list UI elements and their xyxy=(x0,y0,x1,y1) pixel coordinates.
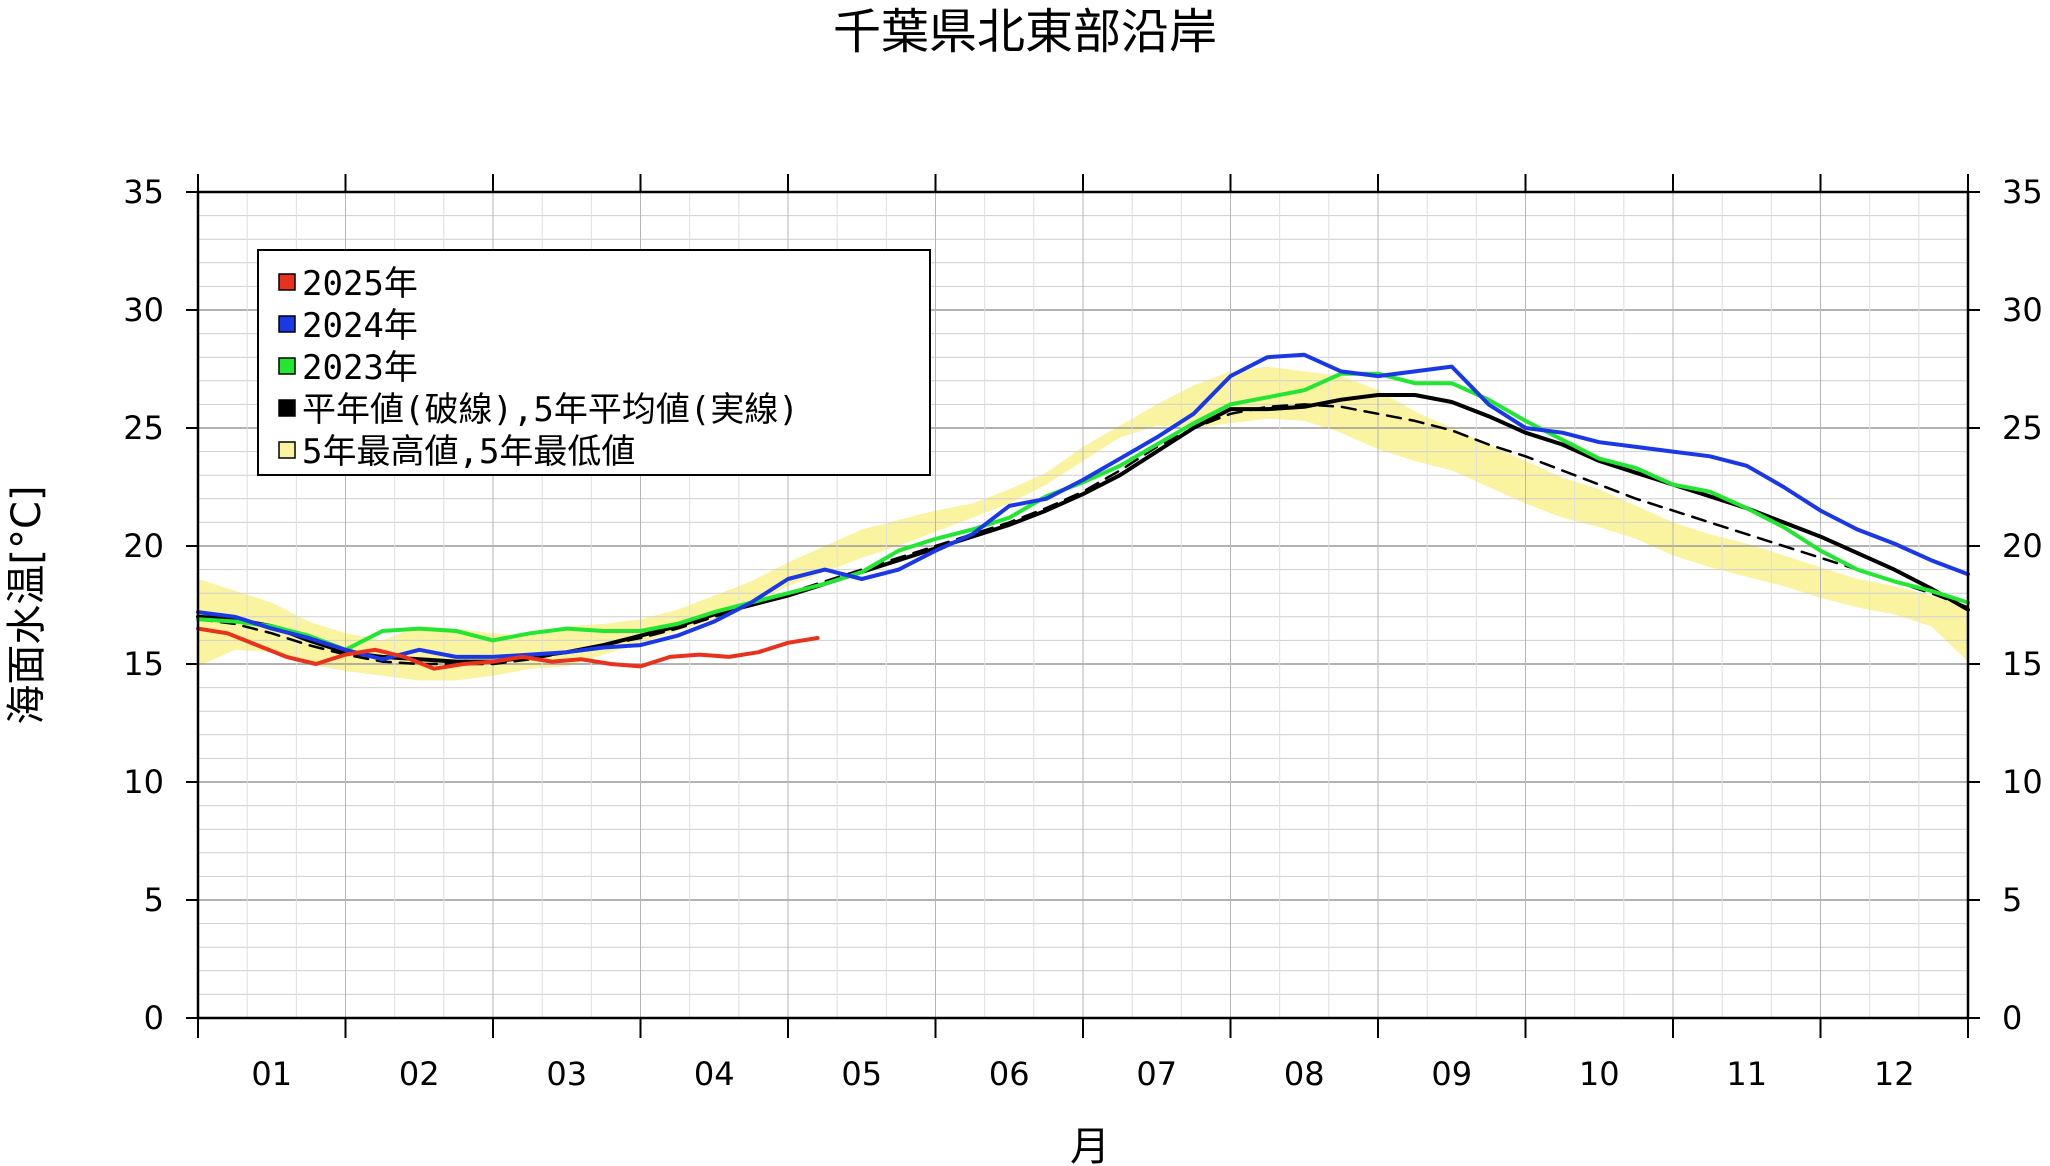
series-line-1 xyxy=(196,626,820,671)
y-tick-labels-right: 0 5 10 15 20 25 30 35 xyxy=(2002,173,2043,1037)
series-line-3 xyxy=(196,371,1970,652)
y-tick-label: 0 xyxy=(144,999,164,1037)
legend-box xyxy=(257,249,931,476)
y-tick-label-right: 20 xyxy=(2002,527,2043,565)
x-tick-label: 10 xyxy=(1579,1055,1620,1093)
y-tick-label-right: 10 xyxy=(2002,763,2043,801)
legend-items: 2025年2024年2023年平年値(破線),5年平均値(実線)5年最高値,5年… xyxy=(278,264,799,472)
y-tick-label: 35 xyxy=(123,173,164,211)
y-tick-label-right: 5 xyxy=(2002,881,2022,919)
x-tick-label: 06 xyxy=(989,1055,1030,1093)
series-line-5 xyxy=(196,403,1970,666)
x-tick-label: 11 xyxy=(1726,1055,1767,1093)
legend-label: 5年最高値,5年最低値 xyxy=(302,432,635,472)
y-tick-label: 20 xyxy=(123,527,164,565)
y-tick-label: 15 xyxy=(123,645,164,683)
x-tick-label: 03 xyxy=(546,1055,587,1093)
x-tick-label: 02 xyxy=(399,1055,440,1093)
x-tick-label: 01 xyxy=(251,1055,292,1093)
x-axis-label: 月 xyxy=(1070,1124,1110,1166)
y-tick-label: 10 xyxy=(123,763,164,801)
legend-swatch xyxy=(278,273,296,291)
legend-label: 2023年 xyxy=(302,348,418,388)
y-tick-label-right: 15 xyxy=(2002,645,2043,683)
legend-label: 平年値(破線),5年平均値(実線) xyxy=(302,390,799,430)
x-tick-labels: 01 02 03 04 05 06 07 08 09 10 11 12 xyxy=(251,1055,1914,1093)
y-tick-label: 5 xyxy=(144,881,164,919)
series-line-2 xyxy=(196,352,1970,662)
series-layer xyxy=(196,352,1970,671)
y-tick-label-right: 30 xyxy=(2002,291,2043,329)
legend-swatch xyxy=(278,357,296,375)
legend: 2025年2024年2023年平年値(破線),5年平均値(実線)5年最高値,5年… xyxy=(257,249,931,476)
x-tick-label: 05 xyxy=(841,1055,882,1093)
legend-swatch xyxy=(278,399,296,417)
x-tick-label: 09 xyxy=(1431,1055,1472,1093)
legend-label: 2025年 xyxy=(302,264,418,304)
chart-title: 千葉県北東部沿岸 xyxy=(833,4,1217,60)
y-tick-label-right: 25 xyxy=(2002,409,2043,447)
legend-swatch xyxy=(278,441,296,459)
x-tick-label: 12 xyxy=(1874,1055,1915,1093)
x-tick-label: 08 xyxy=(1284,1055,1325,1093)
y-tick-label-right: 0 xyxy=(2002,999,2022,1037)
y-tick-label: 25 xyxy=(123,409,164,447)
y-tick-label-right: 35 xyxy=(2002,173,2043,211)
x-tick-label: 07 xyxy=(1136,1055,1177,1093)
y-tick-label: 30 xyxy=(123,291,164,329)
x-tick-label: 04 xyxy=(694,1055,735,1093)
y-axis-label: 海面水温[°C] xyxy=(4,485,50,724)
frame-layer xyxy=(186,174,1980,1038)
legend-label: 2024年 xyxy=(302,306,418,346)
legend-swatch xyxy=(278,315,296,333)
y-tick-labels-left: 0 5 10 15 20 25 30 35 xyxy=(123,173,164,1037)
